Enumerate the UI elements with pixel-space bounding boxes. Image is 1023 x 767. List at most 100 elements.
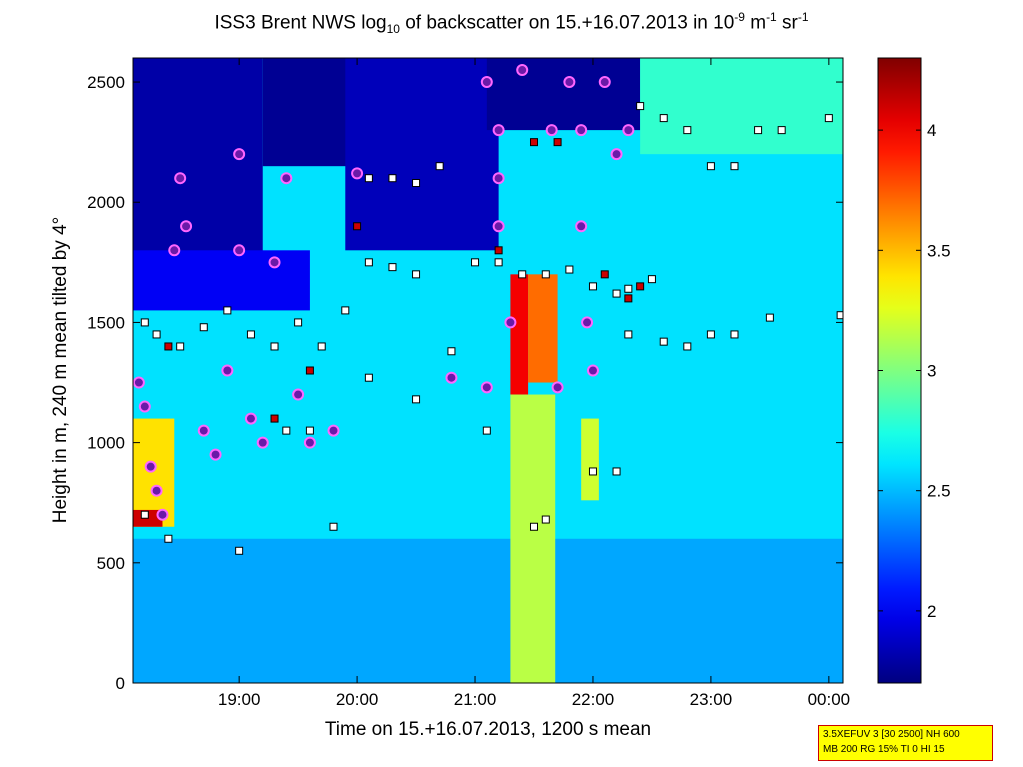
plot-frame (132, 57, 844, 684)
white-squares-point (518, 270, 527, 279)
white-squares-point (777, 126, 786, 135)
white-squares-point (471, 258, 480, 267)
white-squares-point (164, 534, 173, 543)
purple-circles-point (581, 316, 594, 329)
white-squares-point (317, 342, 326, 351)
white-squares-point (706, 162, 715, 171)
purple-circles-point (133, 376, 145, 389)
colorbar-tick-label: 3 (927, 362, 936, 381)
y-axis: 0 500 1000 1500 2000 2500 (87, 73, 843, 693)
purple-circles-point (197, 424, 210, 437)
white-squares-point (683, 126, 692, 135)
red-squares-point (553, 138, 562, 147)
heat-region-upper-clear-5 (486, 58, 641, 131)
white-squares-point (683, 342, 692, 351)
heat-region-upper-clear-1 (133, 58, 263, 263)
purple-circles-point (292, 388, 305, 401)
white-squares-point (364, 258, 373, 267)
heat-region-cloud-2200 (581, 418, 599, 501)
red-squares-point (624, 294, 633, 303)
white-squares-point (223, 306, 232, 315)
y-axis-title: Height in m, 240 m mean tilted by 4° (50, 217, 71, 523)
red-squares-point (305, 366, 314, 375)
title-part-g: sr (776, 12, 798, 34)
red-squares-point (270, 414, 279, 423)
heat-region-upper-2300 (640, 58, 843, 155)
heat-region-mid-cloud-2140 (510, 274, 529, 395)
purple-circles-point (244, 412, 257, 425)
white-squares-point (624, 284, 633, 293)
x-tick-label: 00:00 (808, 690, 851, 709)
white-squares-point (447, 347, 456, 356)
colorbar-tick-label: 2 (927, 602, 936, 621)
colorbar-axis: 2 2.5 3 3.5 4 (878, 121, 951, 621)
info-line-2: MB 200 RG 15% TI 0 HI 15 (823, 744, 945, 755)
white-squares-point (235, 546, 244, 555)
marker-layer (133, 64, 843, 555)
white-squares-point (482, 426, 491, 435)
heat-region-upper-clear-3 (345, 58, 499, 251)
white-squares-point (388, 263, 397, 272)
white-squares-point (364, 373, 373, 382)
purple-circles-point (268, 256, 281, 269)
purple-circles-point (480, 76, 493, 89)
white-squares-point (329, 522, 338, 531)
purple-circles-point (586, 364, 599, 377)
title-part-a: ISS3 Brent NWS log (214, 12, 387, 34)
y-tick-label: 2000 (87, 193, 125, 212)
red-squares-point (529, 138, 538, 147)
colorbar-tick-label: 4 (927, 121, 936, 140)
white-squares-point (388, 174, 397, 183)
white-squares-point (140, 318, 149, 327)
white-squares-point (706, 330, 715, 339)
white-squares-point (588, 282, 597, 291)
title-part-f: -1 (766, 10, 777, 24)
purple-circles-point (598, 76, 611, 89)
title-part-h: -1 (797, 10, 809, 24)
purple-circles-point (492, 220, 505, 233)
white-squares-point (612, 467, 621, 476)
white-squares-point (824, 114, 833, 123)
chart-title: ISS3 Brent NWS log10 of backscatter on 1… (0, 10, 1023, 36)
red-squares-point (494, 246, 503, 255)
white-squares-point (836, 311, 843, 320)
y-tick-label: 1500 (87, 313, 125, 332)
white-squares-point (541, 515, 550, 524)
purple-circles-point (280, 172, 293, 185)
white-squares-point (412, 179, 421, 187)
purple-circles-point (480, 381, 493, 394)
red-squares-point (600, 270, 609, 279)
purple-circles-point (174, 172, 187, 185)
heat-region-mid-cloud-core (528, 274, 558, 383)
red-squares-point (164, 342, 173, 351)
white-squares-point (765, 313, 774, 322)
purple-circles-point (150, 484, 163, 497)
white-squares-point (305, 426, 314, 435)
white-squares-point (140, 510, 149, 519)
purple-circles-point (233, 148, 246, 161)
x-tick-label: 23:00 (690, 690, 733, 709)
purple-circles-point (256, 436, 269, 449)
white-squares-point (412, 270, 421, 279)
purple-circles-point (563, 76, 576, 89)
x-tick-label: 21:00 (454, 690, 497, 709)
x-axis: 19:00 20:00 21:00 22:00 23:00 00:00 (218, 58, 850, 709)
x-tick-label: 19:00 (218, 690, 261, 709)
title-part-e: m (744, 12, 767, 34)
white-squares-point (412, 395, 421, 404)
heat-region-cloud-1830-low (133, 418, 175, 527)
x-axis-title: Time on 15.+16.07.2013, 1200 s mean (325, 719, 651, 740)
title-part-d: -9 (734, 10, 745, 24)
white-squares-point (246, 330, 255, 339)
white-squares-point (612, 289, 621, 298)
white-squares-point (494, 258, 503, 267)
info-box: 3.5XEFUV 3 [30 2500] NH 600 MB 200 RG 15… (818, 725, 993, 761)
purple-circles-point (351, 167, 364, 180)
x-tick-label: 22:00 (572, 690, 615, 709)
purple-circles-point (221, 364, 234, 377)
purple-circles-point (610, 148, 623, 161)
purple-circles-point (622, 124, 635, 137)
y-tick-label: 1000 (87, 434, 125, 453)
white-squares-point (294, 318, 303, 327)
